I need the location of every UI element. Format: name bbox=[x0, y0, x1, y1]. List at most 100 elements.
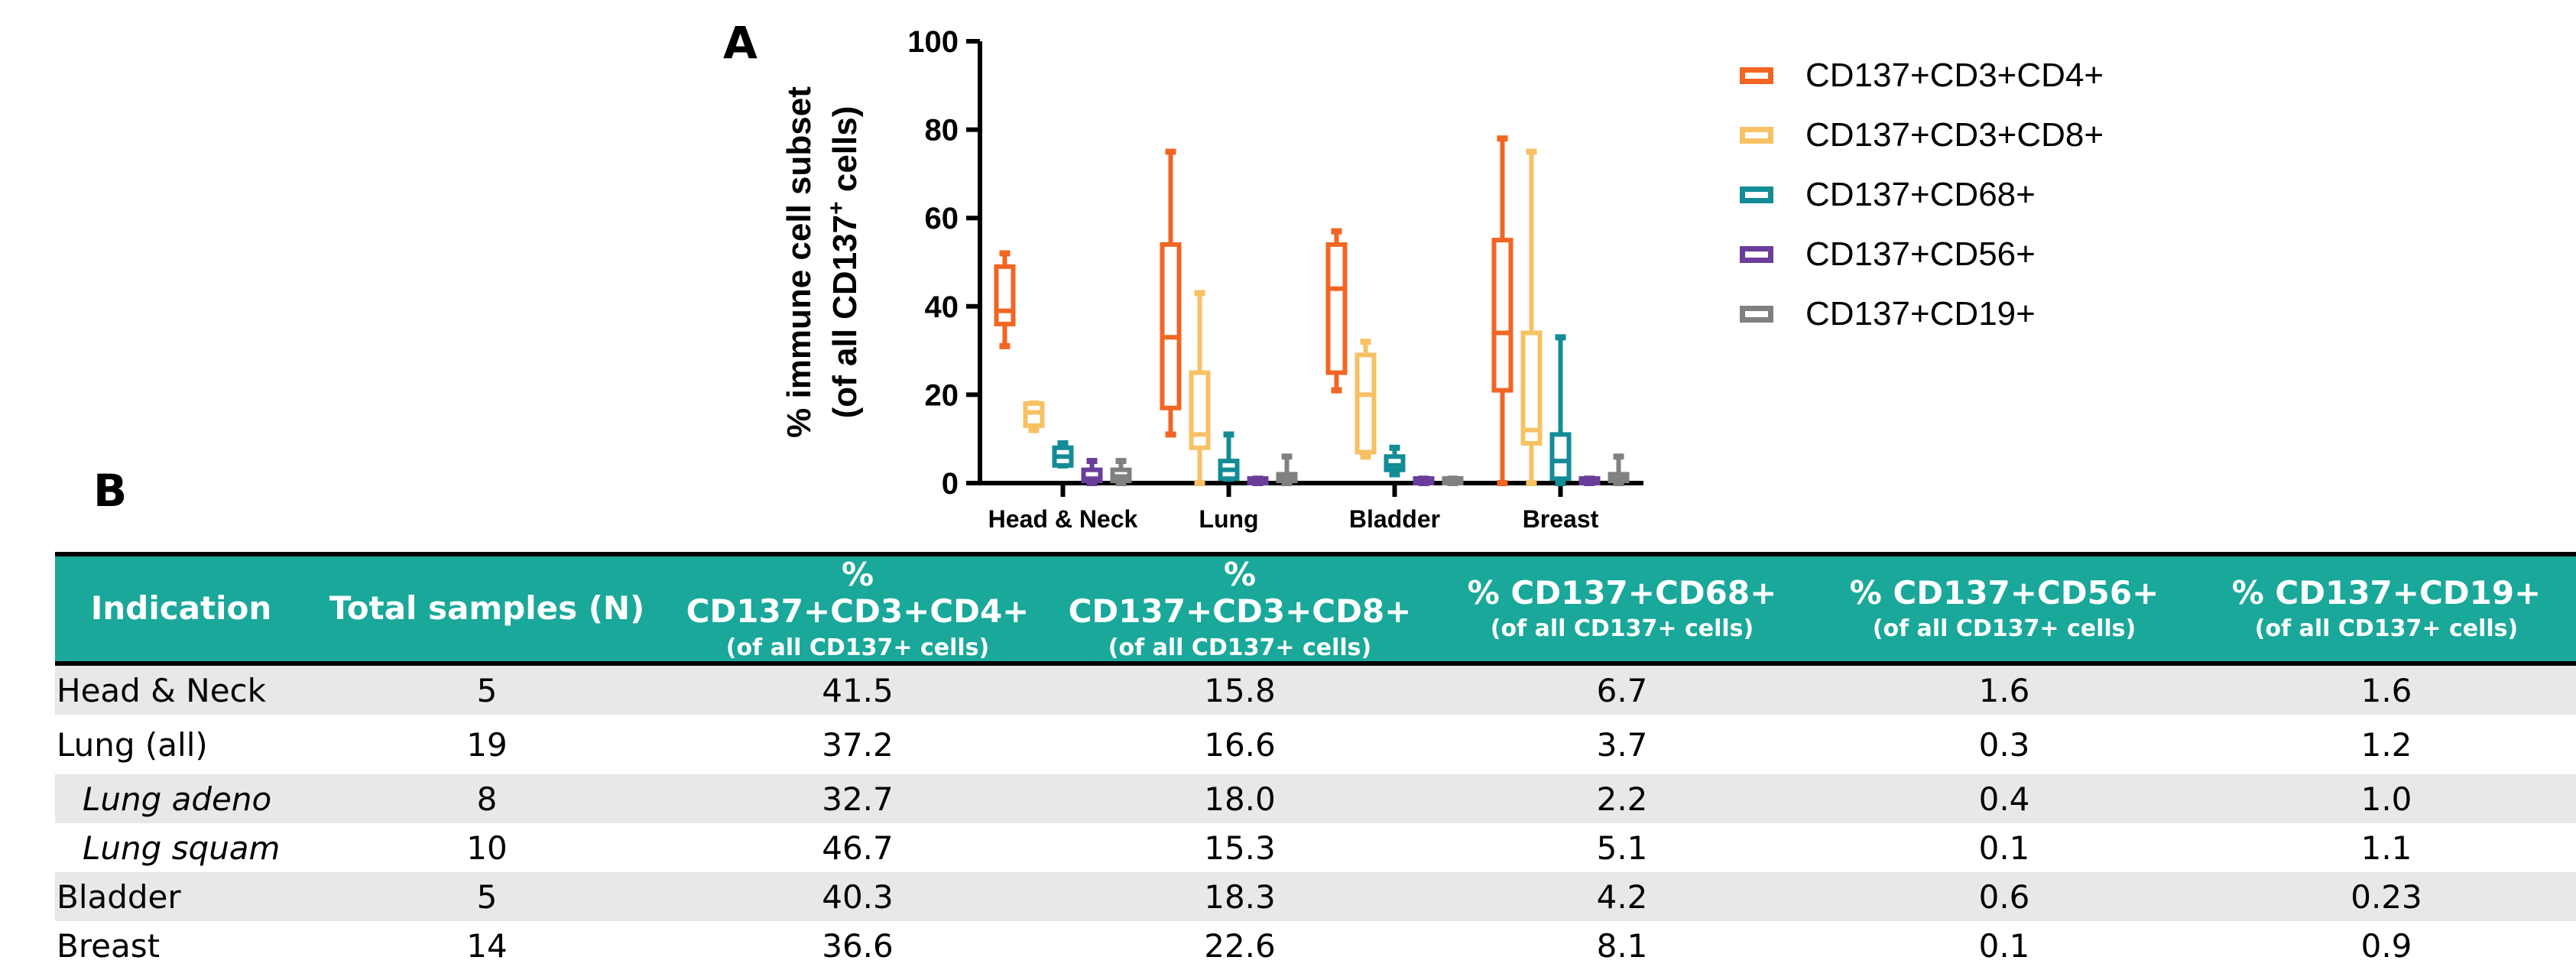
y-axis-label-line1: % immune cell subset bbox=[780, 86, 818, 438]
x-tick-label: Head & Neck bbox=[988, 505, 1138, 533]
table-header-cell: % CD137+CD3+CD8+ (of all CD137+ cells) bbox=[1049, 551, 1431, 667]
box-CD137+CD3+CD4+ bbox=[1160, 242, 1182, 410]
legend-label: CD137+CD3+CD4+ bbox=[1805, 57, 2104, 94]
table-cell: 15.3 bbox=[1204, 829, 1276, 867]
table-cell-indication: Head & Neck bbox=[57, 671, 266, 709]
legend-swatch bbox=[1740, 187, 1773, 203]
table-cell: 32.7 bbox=[822, 780, 894, 818]
table-cell: 18.3 bbox=[1204, 878, 1276, 916]
y-tick-label: 0 bbox=[942, 467, 959, 501]
table-header-main: % CD137+CD56+ bbox=[1849, 574, 2159, 612]
legend-label: CD137+CD68+ bbox=[1805, 176, 2036, 213]
table-cell: 22.6 bbox=[1204, 926, 1276, 965]
table-header-cell: % CD137+CD3+CD4+ (of all CD137+ cells) bbox=[667, 551, 1049, 667]
table-header-sub: (of all CD137+ cells) bbox=[1490, 615, 1754, 643]
table-header-main: % CD137+CD68+ bbox=[1467, 574, 1777, 612]
table-cell-indication: Bladder bbox=[57, 878, 181, 916]
table-header-sub: (of all CD137+ cells) bbox=[1108, 634, 1372, 661]
legend-item: CD137+CD3+CD8+ bbox=[1740, 105, 2104, 165]
table-row: Head & Neck 5 41.5 15.8 6.7 1.6 1.6 bbox=[55, 663, 2576, 715]
table-row: Breast 14 36.6 22.6 8.1 0.1 0.9 bbox=[55, 921, 2576, 970]
table-cell: 10 bbox=[466, 829, 508, 867]
legend-label: CD137+CD3+CD8+ bbox=[1805, 116, 2104, 154]
table-cell-indication: Lung (all) bbox=[57, 725, 208, 764]
box-CD137+CD3+CD8+ bbox=[1520, 330, 1543, 446]
chart-legend: CD137+CD3+CD4+ CD137+CD3+CD8+ CD137+CD68+ C… bbox=[1740, 46, 2104, 344]
x-tick-label: Breast bbox=[1523, 505, 1599, 533]
table-cell: 8 bbox=[476, 780, 498, 818]
table-cell: 19 bbox=[466, 725, 508, 764]
table-cell: 5.1 bbox=[1596, 829, 1648, 867]
table-cell: 41.5 bbox=[822, 671, 894, 709]
legend-label: CD137+CD19+ bbox=[1805, 295, 2036, 333]
legend-swatch bbox=[1740, 306, 1773, 323]
table-cell: 1.1 bbox=[2360, 829, 2412, 867]
table-cell: 8.1 bbox=[1596, 926, 1648, 965]
table-cell-indication: Breast bbox=[57, 926, 161, 965]
box-CD137+CD3+CD8+ bbox=[1355, 352, 1377, 455]
table-cell: 1.6 bbox=[1978, 671, 2030, 709]
box-plot-chart: 0 20 40 60 80 100 % immune cell subset (of all … bbox=[780, 25, 1643, 533]
table-header-main: % CD137+CD3+CD8+ bbox=[1068, 556, 1412, 631]
table-cell: 0.6 bbox=[1978, 878, 2030, 916]
table-cell: 40.3 bbox=[822, 878, 894, 916]
legend-item: CD137+CD56+ bbox=[1740, 225, 2104, 284]
table-cell: 18.0 bbox=[1204, 780, 1276, 818]
table-cell: 0.4 bbox=[1978, 780, 2030, 818]
panel-label-b: B bbox=[93, 465, 128, 517]
table-header-main: % CD137+CD19+ bbox=[2231, 574, 2542, 612]
table-header-main: % CD137+CD3+CD4+ bbox=[686, 556, 1030, 631]
box-CD137+CD3+CD4+ bbox=[1491, 238, 1513, 393]
table-header-cell: Total samples (N) bbox=[307, 551, 667, 667]
legend-swatch bbox=[1740, 127, 1773, 144]
table-header-main: Total samples (N) bbox=[329, 589, 645, 628]
legend-item: CD137+CD19+ bbox=[1740, 284, 2104, 344]
legend-swatch bbox=[1740, 246, 1773, 263]
table-cell: 16.6 bbox=[1204, 725, 1276, 764]
x-tick-label: Bladder bbox=[1349, 505, 1440, 533]
table-cell-indication: Lung squam bbox=[83, 829, 281, 867]
table-row: Lung squam 10 46.7 15.3 5.1 0.1 1.1 bbox=[55, 823, 2576, 872]
table-cell: 5 bbox=[476, 671, 498, 709]
table-row: Lung (all) 19 37.2 16.6 3.7 0.3 1.2 bbox=[55, 715, 2576, 774]
table-cell: 5 bbox=[476, 878, 498, 916]
table-header-cell: % CD137+CD56+ (of all CD137+ cells) bbox=[1813, 551, 2195, 667]
table-cell: 2.2 bbox=[1596, 780, 1648, 818]
table-cell: 0.1 bbox=[1978, 926, 2030, 965]
table-cell: 46.7 bbox=[822, 829, 894, 867]
table-header-main: Indication bbox=[90, 589, 272, 628]
y-tick-label: 40 bbox=[925, 290, 959, 324]
table-cell: 3.7 bbox=[1596, 725, 1648, 764]
table-cell: 36.6 bbox=[822, 926, 894, 965]
table-cell-indication: Lung adeno bbox=[83, 780, 272, 818]
y-axis-label: % immune cell subset (of all CD137+ cells… bbox=[780, 86, 864, 438]
box-CD137+CD3+CD4+ bbox=[1325, 242, 1348, 375]
table-cell: 0.23 bbox=[2351, 878, 2422, 916]
y-tick-label: 20 bbox=[925, 378, 959, 412]
table-header-cell: % CD137+CD19+ (of all CD137+ cells) bbox=[2195, 551, 2576, 667]
table-cell: 0.1 bbox=[1978, 829, 2030, 867]
table-cell: 4.2 bbox=[1596, 878, 1648, 916]
y-tick-label: 100 bbox=[907, 25, 959, 59]
table-header-row: Indication Total samples (N) % CD137+CD3+C… bbox=[55, 551, 2576, 667]
box-CD137+CD3+CD4+ bbox=[994, 264, 1016, 326]
table-cell: 6.7 bbox=[1596, 671, 1648, 709]
table-cell: 0.9 bbox=[2360, 926, 2412, 965]
legend-label: CD137+CD56+ bbox=[1805, 235, 2036, 273]
box-CD137+CD68+ bbox=[1549, 432, 1572, 482]
table-header-sub: (of all CD137+ cells) bbox=[1872, 615, 2136, 643]
table-cell: 1.2 bbox=[2360, 725, 2412, 764]
table-row: Lung adeno 8 32.7 18.0 2.2 0.4 1.0 bbox=[55, 774, 2576, 824]
legend-item: CD137+CD3+CD4+ bbox=[1740, 46, 2104, 105]
table-header-cell: % CD137+CD68+ (of all CD137+ cells) bbox=[1431, 551, 1813, 667]
table-row: Bladder 5 40.3 18.3 4.2 0.6 0.23 bbox=[55, 872, 2576, 922]
panel-label-a: A bbox=[723, 17, 758, 69]
y-tick-label: 60 bbox=[925, 202, 959, 235]
table-cell: 14 bbox=[466, 926, 508, 965]
y-tick-label: 80 bbox=[925, 114, 959, 148]
table-cell: 1.0 bbox=[2360, 780, 2412, 818]
table-cell: 15.8 bbox=[1204, 671, 1276, 709]
box-CD137+CD3+CD8+ bbox=[1189, 370, 1211, 450]
table-cell: 1.6 bbox=[2360, 671, 2412, 709]
x-tick-label: Lung bbox=[1199, 505, 1258, 533]
